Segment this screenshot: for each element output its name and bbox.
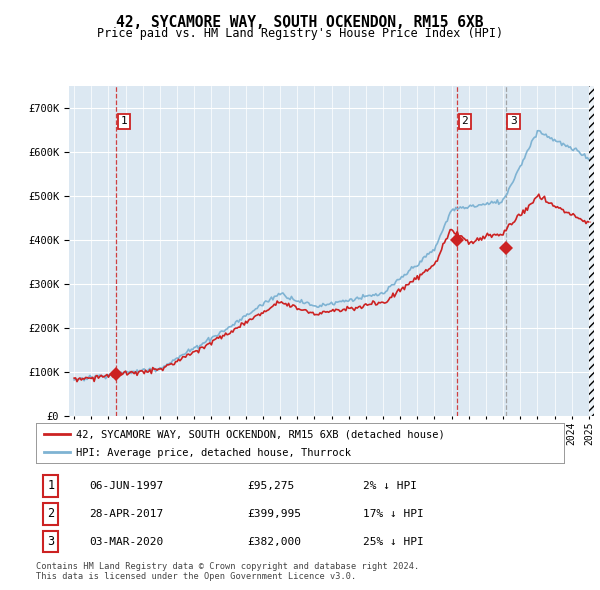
Bar (589, 86, 598, 416)
Text: 42, SYCAMORE WAY, SOUTH OCKENDON, RM15 6XB: 42, SYCAMORE WAY, SOUTH OCKENDON, RM15 6… (116, 15, 484, 30)
Text: 1: 1 (47, 480, 55, 493)
Text: £382,000: £382,000 (247, 537, 301, 547)
Text: 2: 2 (47, 507, 55, 520)
Text: 3: 3 (47, 535, 55, 548)
Text: 28-APR-2017: 28-APR-2017 (89, 509, 163, 519)
Text: Contains HM Land Registry data © Crown copyright and database right 2024.: Contains HM Land Registry data © Crown c… (36, 562, 419, 571)
Text: Price paid vs. HM Land Registry's House Price Index (HPI): Price paid vs. HM Land Registry's House … (97, 27, 503, 40)
Text: £95,275: £95,275 (247, 481, 295, 491)
Text: 42, SYCAMORE WAY, SOUTH OCKENDON, RM15 6XB (detached house): 42, SYCAMORE WAY, SOUTH OCKENDON, RM15 6… (76, 430, 445, 440)
Text: £399,995: £399,995 (247, 509, 301, 519)
Text: 03-MAR-2020: 03-MAR-2020 (89, 537, 163, 547)
Text: 06-JUN-1997: 06-JUN-1997 (89, 481, 163, 491)
Text: 1: 1 (120, 116, 127, 126)
Text: 17% ↓ HPI: 17% ↓ HPI (364, 509, 424, 519)
Text: 3: 3 (510, 116, 517, 126)
Text: HPI: Average price, detached house, Thurrock: HPI: Average price, detached house, Thur… (76, 448, 350, 458)
Text: 2: 2 (461, 116, 468, 126)
Text: 2% ↓ HPI: 2% ↓ HPI (364, 481, 418, 491)
Text: 25% ↓ HPI: 25% ↓ HPI (364, 537, 424, 547)
Text: This data is licensed under the Open Government Licence v3.0.: This data is licensed under the Open Gov… (36, 572, 356, 581)
Bar (589, 86, 594, 416)
